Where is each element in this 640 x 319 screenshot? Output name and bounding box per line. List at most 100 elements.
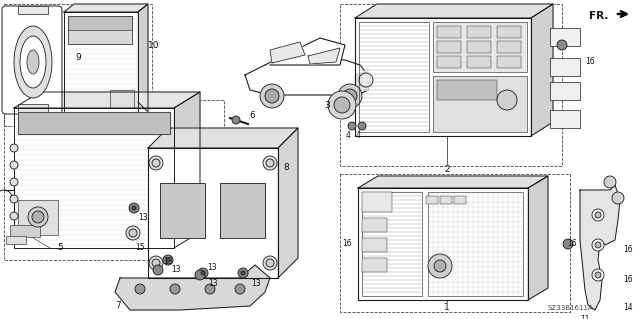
- Bar: [497, 56, 521, 68]
- Text: 13: 13: [171, 265, 181, 275]
- Bar: [148, 148, 278, 278]
- Ellipse shape: [166, 258, 170, 262]
- Polygon shape: [531, 4, 553, 136]
- Ellipse shape: [348, 122, 356, 130]
- Ellipse shape: [595, 212, 601, 218]
- Text: 1: 1: [444, 303, 450, 313]
- Polygon shape: [18, 112, 170, 134]
- Ellipse shape: [592, 239, 604, 251]
- Ellipse shape: [328, 91, 356, 119]
- Ellipse shape: [14, 26, 52, 98]
- Polygon shape: [148, 148, 278, 278]
- Text: 16: 16: [585, 57, 595, 66]
- Ellipse shape: [334, 97, 350, 113]
- Ellipse shape: [428, 254, 452, 278]
- Bar: [362, 258, 387, 272]
- Text: 16: 16: [623, 246, 633, 255]
- Polygon shape: [148, 128, 298, 148]
- Ellipse shape: [198, 268, 208, 278]
- Bar: [18, 112, 170, 134]
- Bar: [4, 4, 152, 126]
- Ellipse shape: [266, 159, 274, 167]
- Text: 13: 13: [208, 279, 218, 288]
- Bar: [550, 28, 580, 46]
- Bar: [550, 58, 580, 76]
- Ellipse shape: [266, 259, 274, 267]
- Bar: [68, 16, 132, 44]
- Bar: [467, 56, 491, 68]
- Text: 13: 13: [163, 257, 173, 266]
- Bar: [437, 80, 497, 100]
- Bar: [454, 196, 466, 204]
- Text: 13: 13: [138, 213, 148, 222]
- Ellipse shape: [10, 195, 18, 203]
- Polygon shape: [358, 188, 528, 300]
- Ellipse shape: [205, 284, 215, 294]
- Bar: [467, 41, 491, 53]
- Ellipse shape: [592, 269, 604, 281]
- Ellipse shape: [10, 212, 18, 220]
- Bar: [433, 76, 527, 132]
- Bar: [362, 218, 387, 232]
- Polygon shape: [278, 128, 298, 278]
- Bar: [68, 16, 132, 30]
- Ellipse shape: [195, 270, 205, 280]
- Text: 15: 15: [135, 243, 145, 253]
- Ellipse shape: [434, 260, 446, 272]
- Text: 11: 11: [580, 315, 589, 319]
- Polygon shape: [355, 4, 553, 18]
- Ellipse shape: [265, 89, 279, 103]
- Bar: [4, 100, 224, 260]
- Ellipse shape: [149, 256, 163, 270]
- Bar: [433, 22, 527, 72]
- Bar: [340, 4, 562, 166]
- Ellipse shape: [595, 242, 601, 248]
- Bar: [440, 196, 452, 204]
- Ellipse shape: [263, 156, 277, 170]
- Bar: [467, 26, 491, 38]
- Polygon shape: [355, 18, 531, 136]
- Ellipse shape: [132, 206, 136, 210]
- Ellipse shape: [149, 156, 163, 170]
- Text: 16: 16: [342, 240, 352, 249]
- Ellipse shape: [10, 178, 18, 186]
- Bar: [359, 22, 429, 132]
- Bar: [362, 238, 387, 252]
- Ellipse shape: [163, 255, 173, 265]
- Bar: [6, 236, 26, 244]
- Text: 5: 5: [57, 243, 63, 253]
- Ellipse shape: [595, 272, 601, 278]
- Ellipse shape: [129, 203, 139, 213]
- Bar: [428, 192, 523, 296]
- Polygon shape: [14, 108, 174, 248]
- Polygon shape: [270, 42, 305, 63]
- Bar: [355, 18, 531, 136]
- Ellipse shape: [359, 73, 373, 87]
- Ellipse shape: [152, 259, 160, 267]
- Ellipse shape: [232, 116, 240, 124]
- Polygon shape: [358, 176, 548, 188]
- Bar: [18, 200, 58, 235]
- Text: 3: 3: [324, 100, 330, 109]
- Bar: [497, 41, 521, 53]
- Polygon shape: [355, 70, 368, 90]
- Ellipse shape: [28, 207, 48, 227]
- Bar: [437, 56, 461, 68]
- Text: 4: 4: [356, 131, 360, 140]
- Ellipse shape: [338, 84, 362, 108]
- Ellipse shape: [129, 229, 137, 237]
- Ellipse shape: [27, 50, 39, 74]
- Text: 16: 16: [567, 240, 577, 249]
- Text: 13: 13: [251, 279, 261, 288]
- Bar: [550, 110, 580, 128]
- Polygon shape: [14, 92, 200, 108]
- Polygon shape: [308, 48, 340, 64]
- Text: 14: 14: [623, 303, 633, 313]
- Polygon shape: [245, 58, 368, 95]
- Ellipse shape: [343, 89, 357, 103]
- Text: 16: 16: [623, 276, 633, 285]
- Bar: [362, 192, 392, 212]
- Bar: [160, 183, 205, 238]
- Text: 13: 13: [207, 263, 217, 271]
- Polygon shape: [115, 265, 270, 310]
